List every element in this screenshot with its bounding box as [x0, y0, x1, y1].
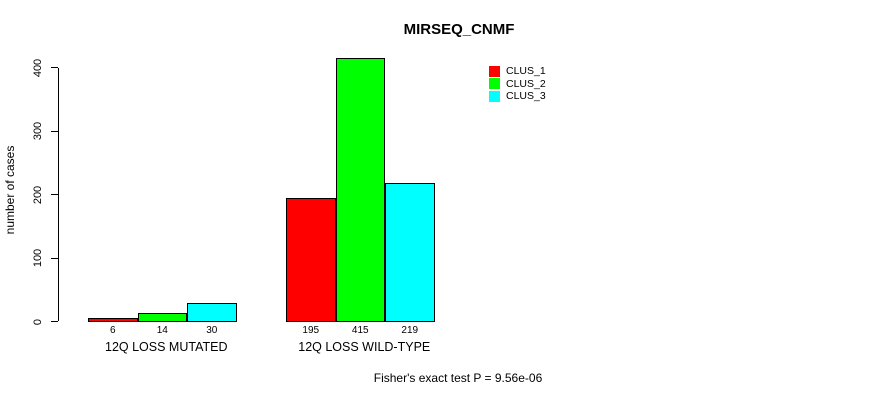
y-tick-mark — [51, 321, 58, 322]
legend-label: CLUS_1 — [506, 65, 546, 78]
y-tick-label: 200 — [32, 185, 44, 204]
bar-clus_3-group2 — [385, 183, 435, 322]
y-tick-mark — [51, 67, 58, 68]
x-group-label: 12Q LOSS MUTATED — [105, 340, 228, 354]
footer-annotation: Fisher's exact test P = 9.56e-06 — [373, 371, 543, 385]
y-axis-title: number of cases — [3, 145, 17, 235]
y-tick-label: 300 — [32, 121, 44, 141]
y-tick-label: 0 — [32, 318, 44, 325]
y-tick-label: 400 — [32, 58, 44, 77]
y-tick-mark — [51, 257, 58, 259]
legend-swatch-icon — [489, 90, 500, 102]
bar-value-label: 195 — [302, 325, 320, 336]
bar-clus_2-group1 — [137, 313, 187, 322]
bar-value-label: 14 — [156, 325, 168, 336]
legend: CLUS_1 CLUS_2 CLUS_3 — [489, 65, 546, 103]
legend-item-clus_3: CLUS_3 — [489, 90, 546, 103]
y-tick-label: 100 — [32, 248, 44, 268]
y-tick-mark — [51, 194, 58, 195]
bar-value-label: 415 — [351, 325, 369, 336]
y-axis-line — [58, 68, 59, 321]
bar-value-label: 219 — [401, 325, 419, 336]
bar-clus_1-group2 — [286, 198, 336, 322]
chart-title: MIRSEQ_CNMF — [403, 21, 515, 38]
legend-label: CLUS_3 — [506, 90, 546, 103]
legend-swatch-icon — [489, 78, 500, 90]
legend-item-clus_2: CLUS_2 — [489, 78, 546, 91]
y-tick-mark — [51, 130, 58, 132]
bar-value-label: 6 — [109, 325, 116, 336]
legend-item-clus_1: CLUS_1 — [489, 65, 546, 78]
x-group-label: 12Q LOSS WILD-TYPE — [298, 340, 431, 354]
bar-value-label: 30 — [206, 325, 218, 336]
legend-swatch-icon — [489, 65, 500, 77]
bar-clus_2-group2 — [335, 58, 385, 322]
bar-clus_1-group1 — [88, 318, 138, 322]
legend-label: CLUS_2 — [506, 77, 546, 90]
bar-clus_3-group1 — [187, 303, 237, 322]
